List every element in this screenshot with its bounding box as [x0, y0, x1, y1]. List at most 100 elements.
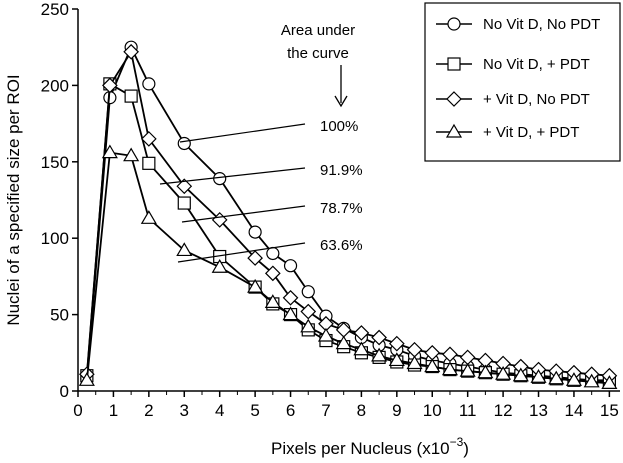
data-point-triangle [211, 259, 228, 273]
data-point-diamond [176, 178, 193, 195]
data-point-diamond [141, 131, 157, 147]
data-point-triangle [477, 364, 494, 379]
series-triangle [78, 144, 618, 389]
data-point-triangle [424, 358, 441, 373]
data-point-diamond [102, 77, 118, 94]
data-point-triangle [583, 373, 600, 388]
x-tick-label: 3 [180, 401, 189, 420]
series-diamond [79, 43, 618, 384]
annotation-title-line2: the curve [287, 45, 349, 62]
data-point-triangle [406, 355, 423, 370]
legend-marker-square [447, 57, 461, 71]
y-axis-title: Nuclei of a specified size per ROI [4, 74, 23, 325]
legend-marker-circle [447, 17, 461, 31]
annotation-label-91-9: 91.9% [320, 162, 363, 179]
data-point-triangle [264, 294, 281, 308]
x-tick-label: 11 [459, 401, 477, 420]
y-tick-label: 50 [50, 306, 69, 325]
legend-item: No Vit D, No PDT [436, 16, 600, 33]
data-point-circle [301, 285, 315, 299]
data-point-diamond [300, 303, 317, 320]
legend-items: No Vit D, No PDT No Vit D, + PDT + Vit D, … [436, 16, 600, 141]
y-tick-label: 250 [41, 0, 69, 19]
x-tick-label: 6 [286, 401, 295, 420]
data-point-triangle [78, 372, 95, 386]
data-point-diamond [282, 289, 299, 306]
x-tick-label: 5 [250, 401, 259, 420]
annotation-leader-78-7 [181, 205, 306, 223]
x-tick-label: 7 [321, 401, 330, 420]
annotation-leader-91-9 [159, 167, 306, 185]
x-axis-title: Pixels per Nucleus (x10−3) [271, 435, 469, 458]
annotation-title-line1: Area under [281, 22, 355, 39]
x-tick-label: 13 [529, 401, 548, 420]
data-point-triangle [101, 144, 118, 159]
data-point-triangle [548, 370, 565, 385]
data-point-triangle [317, 327, 335, 342]
data-point-circle [177, 136, 191, 151]
x-tick-label: 15 [600, 401, 619, 420]
data-point-triangle [530, 369, 547, 383]
data-point-diamond [353, 325, 370, 341]
legend-label: No Vit D, No PDT [483, 16, 600, 33]
x-tick-label: 4 [215, 401, 224, 420]
legend-label: + Vit D, No PDT [483, 91, 590, 108]
series-layer [78, 40, 618, 389]
annotation-leader-63-6 [177, 242, 306, 263]
annotation-label-78-7: 78.7% [320, 200, 363, 217]
x-tick-label: 10 [423, 401, 442, 420]
annotation-leader-100 [179, 123, 306, 143]
y-tick-label: 150 [41, 153, 69, 172]
data-point-triangle [176, 242, 193, 257]
x-tick-label: 2 [144, 401, 153, 420]
x-ticks: 0 1 2 3 4 5 6 7 8 9 10 11 12 13 14 15 [73, 391, 619, 420]
data-point-circle [213, 172, 227, 186]
data-point-triangle [495, 366, 512, 380]
x-tick-label: 0 [73, 401, 82, 420]
x-tick-label: 9 [392, 401, 401, 420]
data-point-triangle [300, 318, 317, 333]
data-point-circle [283, 259, 298, 273]
data-point-triangle [512, 367, 529, 382]
data-point-square [177, 196, 191, 210]
legend-marker-triangle [445, 123, 463, 138]
legend-label: No Vit D, + PDT [483, 56, 590, 73]
data-point-circle [266, 246, 280, 261]
data-point-triangle [123, 147, 140, 162]
legend: No Vit D, No PDT No Vit D, + PDT + Vit D, … [424, 2, 621, 162]
data-point-triangle [335, 335, 352, 350]
data-point-triangle [247, 278, 264, 293]
y-tick-label: 100 [41, 229, 69, 248]
x-tick-label: 12 [494, 401, 513, 420]
data-point-triangle [459, 362, 476, 377]
data-point-diamond [264, 265, 281, 282]
data-point-triangle [601, 375, 618, 389]
x-axis-title-exponent: −3 [450, 435, 464, 449]
data-point-triangle [353, 341, 370, 356]
x-tick-label: 8 [357, 401, 366, 420]
legend-item: + Vit D, No PDT [436, 91, 590, 108]
data-point-triangle [441, 361, 459, 376]
data-point-circle [142, 77, 156, 91]
legend-marker-diamond [446, 91, 462, 107]
x-tick-label: 1 [109, 401, 118, 420]
legend-label: + Vit D, + PDT [483, 124, 579, 141]
x-tick-label: 14 [564, 401, 583, 420]
x-axis-title-close: ) [463, 439, 469, 458]
y-tick-label: 200 [41, 76, 69, 95]
annotation-label-63-6: 63.6% [320, 237, 363, 254]
annotation-arrow-head [334, 95, 348, 108]
y-tick-label: 0 [60, 382, 69, 401]
annotation-layer: Area under the curve 100% 91.9% 78.7% 63… [159, 22, 363, 263]
data-point-circle [248, 225, 262, 239]
annotation-label-100: 100% [320, 118, 358, 135]
data-point-triangle [388, 352, 405, 367]
data-point-diamond [442, 346, 458, 363]
data-point-diamond [123, 43, 139, 60]
data-point-diamond [247, 250, 263, 266]
data-point-triangle [371, 347, 388, 362]
data-point-triangle [282, 306, 299, 321]
data-point-triangle [140, 210, 157, 224]
data-point-diamond [388, 335, 405, 352]
